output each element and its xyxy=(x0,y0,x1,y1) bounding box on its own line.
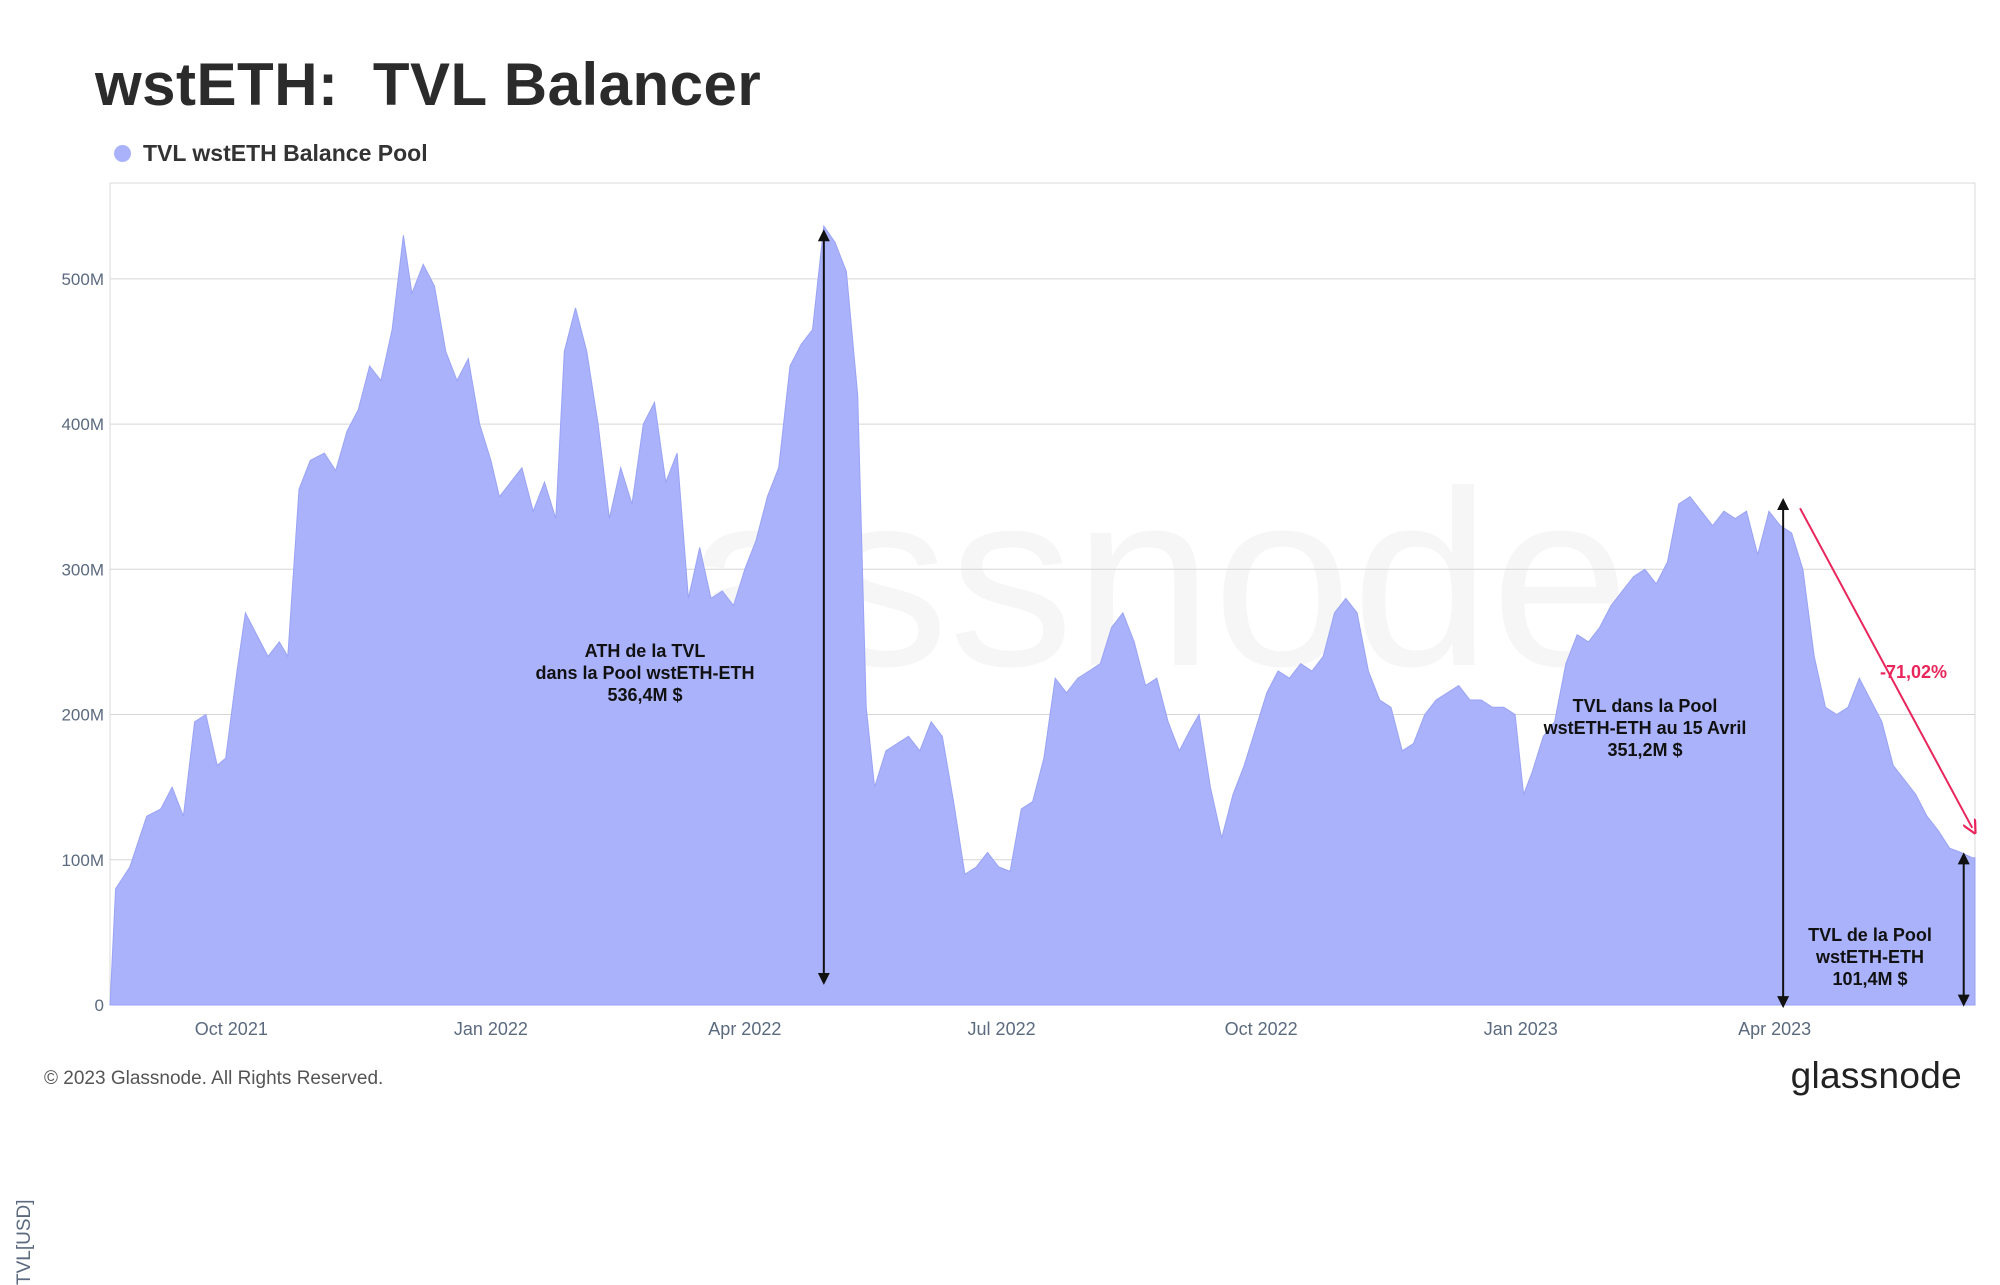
y-tick-label-4: 400M xyxy=(61,415,104,434)
legend-label: TVL wstETH Balance Pool xyxy=(143,140,428,166)
y-axis-title: TVL[USD] xyxy=(14,1199,35,1285)
decline-arrow xyxy=(1799,507,1972,828)
annotation-april-line-3: 351,2M $ xyxy=(1607,740,1683,760)
annotation-ath-line-1: ATH de la TVL xyxy=(584,641,706,661)
annotation-change-percent: -71,02% xyxy=(1880,662,1948,682)
y-axis-ticks: 0 100M 200M 300M 400M 500M xyxy=(61,270,104,1015)
x-tick-label-4: Oct 2022 xyxy=(1225,1019,1298,1039)
x-tick-label-6: Apr 2023 xyxy=(1738,1019,1811,1039)
y-tick-label-1: 100M xyxy=(61,851,104,870)
annotation-ath-line-3: 536,4M $ xyxy=(607,685,683,705)
x-tick-label-2: Apr 2022 xyxy=(708,1019,781,1039)
annotation-ath: ATH de la TVL dans la Pool wstETH-ETH 53… xyxy=(510,640,780,706)
annotation-april: TVL dans la Pool wstETH-ETH au 15 Avril … xyxy=(1510,695,1780,761)
y-tick-label-5: 500M xyxy=(61,270,104,289)
annotation-april-line-2: wstETH-ETH au 15 Avril xyxy=(1543,718,1747,738)
annotation-arrows xyxy=(817,229,1972,1009)
x-tick-label-1: Jan 2022 xyxy=(454,1019,528,1039)
legend[interactable]: TVL wstETH Balance Pool xyxy=(114,140,428,167)
annotation-current-line-2: wstETH-ETH xyxy=(1816,947,1924,967)
annotation-current-line-1: TVL de la Pool xyxy=(1808,925,1932,945)
x-tick-label-0: Oct 2021 xyxy=(195,1019,268,1039)
x-tick-label-5: Jan 2023 xyxy=(1484,1019,1558,1039)
x-axis-ticks: Oct 2021 Jan 2022 Apr 2022 Jul 2022 Oct 2022… xyxy=(195,1019,1811,1039)
copyright-text: © 2023 Glassnode. All Rights Reserved. xyxy=(44,1068,384,1089)
annotation-current: TVL de la Pool wstETH-ETH 101,4M $ xyxy=(1780,924,1960,990)
annotation-april-line-1: TVL dans la Pool xyxy=(1572,696,1718,716)
glassnode-logo[interactable]: glassnode xyxy=(1790,1055,1962,1096)
x-tick-label-3: Jul 2022 xyxy=(968,1019,1036,1039)
y-tick-label-3: 300M xyxy=(61,560,104,579)
legend-swatch xyxy=(114,145,131,162)
annotation-current-line-3: 101,4M $ xyxy=(1832,969,1908,989)
chart-title: wstETH: TVL Balancer xyxy=(95,51,762,118)
y-tick-label-2: 200M xyxy=(61,706,104,725)
annotation-ath-line-2: dans la Pool wstETH-ETH xyxy=(535,663,755,683)
y-tick-label-0: 0 xyxy=(95,996,104,1015)
tvl-area-series xyxy=(109,224,1976,1006)
